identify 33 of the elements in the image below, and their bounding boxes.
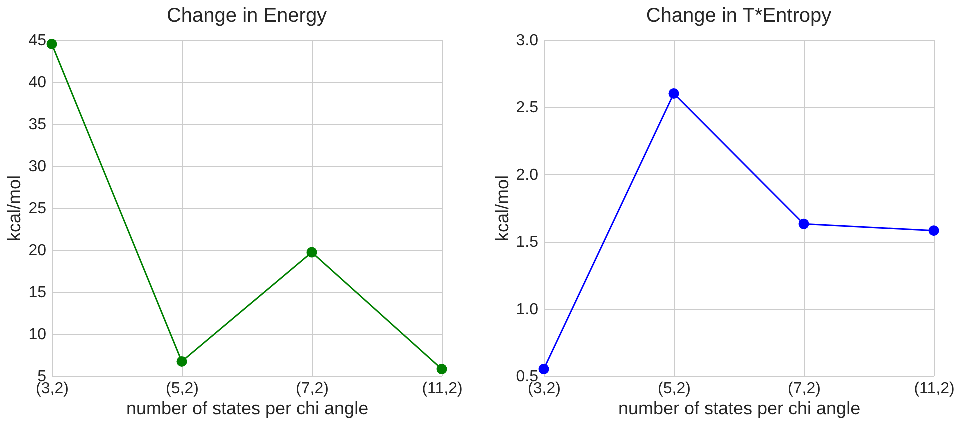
x-axis-title: number of states per chi angle: [618, 398, 861, 418]
x-tick-label: (11,2): [914, 380, 955, 398]
y-axis-title: kcal/mol: [4, 175, 25, 242]
x-tick-label: (5,2): [166, 380, 199, 398]
point: [436, 364, 448, 375]
point: [928, 226, 940, 236]
point: [176, 356, 188, 367]
point: [46, 38, 58, 50]
y-tick-label: 45: [28, 32, 47, 50]
y-tick-label: 2.0: [516, 166, 539, 184]
y-tick-label: 1.0: [516, 301, 539, 318]
y-tick-label: 20: [28, 242, 47, 260]
y-tick-label: 40: [28, 74, 47, 92]
x-axis-title: number of states per chi angle: [126, 398, 369, 418]
point: [798, 218, 810, 230]
y-tick-label: 1.5: [516, 234, 539, 252]
y-tick-label: 25: [28, 200, 47, 218]
point: [538, 364, 550, 375]
point: [306, 247, 318, 258]
y-tick-label: 35: [28, 116, 47, 134]
y-axis-title: kcal/mol: [492, 175, 512, 242]
x-tick-label: (11,2): [422, 380, 463, 398]
x-tick-label: (7,2): [788, 380, 821, 398]
chart-title: Change in Energy: [166, 5, 328, 27]
x-tick-label: (7,2): [296, 380, 329, 398]
y-tick-label: 10: [28, 326, 47, 344]
y-tick-label: 3.0: [516, 32, 539, 50]
y-tick-label: 15: [28, 284, 47, 302]
y-tick-label: 30: [28, 158, 47, 176]
y-tick-label: 2.5: [516, 100, 539, 117]
x-tick-label: (5,2): [658, 380, 691, 398]
point: [668, 88, 680, 99]
chart-title: Change in T*Entropy: [646, 5, 832, 27]
